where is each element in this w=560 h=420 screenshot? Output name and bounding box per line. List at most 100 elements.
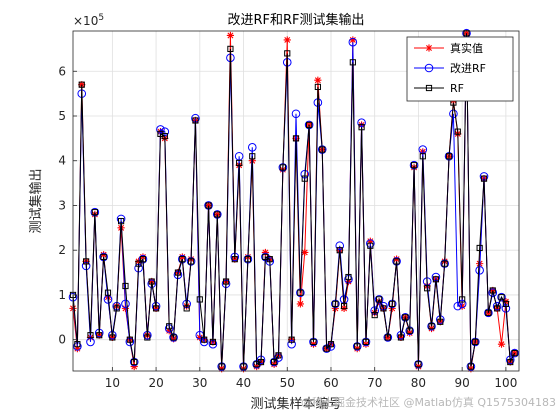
data-point-star bbox=[511, 349, 519, 357]
data-point-square bbox=[511, 350, 518, 357]
data-point-square bbox=[96, 332, 103, 339]
data-point-square bbox=[227, 45, 234, 52]
data-point-square bbox=[354, 343, 361, 350]
data-point-circle bbox=[475, 266, 484, 275]
y-tick-label: 2 bbox=[58, 243, 66, 257]
data-point-square bbox=[467, 363, 475, 370]
data-point-square bbox=[498, 294, 505, 301]
data-point-square bbox=[432, 276, 440, 283]
data-point-square bbox=[349, 59, 356, 66]
data-point-circle bbox=[357, 118, 366, 128]
data-point-square bbox=[332, 300, 339, 307]
data-point-square bbox=[78, 81, 85, 88]
chart-title: 改进RF和RF测试集输出 bbox=[227, 12, 364, 28]
data-point-square bbox=[91, 209, 98, 216]
data-point-square bbox=[139, 256, 147, 263]
y-tick-label: 3 bbox=[58, 198, 66, 212]
data-point-square bbox=[166, 323, 173, 330]
data-point-square bbox=[319, 146, 326, 153]
legend-label-square: RF bbox=[450, 82, 464, 95]
data-point-square bbox=[314, 83, 321, 91]
data-point-square bbox=[306, 121, 313, 129]
data-point-square bbox=[148, 278, 155, 285]
data-point-square bbox=[205, 202, 212, 209]
data-point-star bbox=[130, 362, 138, 371]
data-point-circle bbox=[287, 339, 296, 349]
x-tick-label: 90 bbox=[455, 376, 470, 390]
data-point-square bbox=[327, 341, 335, 348]
data-point-square bbox=[415, 361, 422, 368]
data-point-square bbox=[275, 352, 282, 359]
y-tick-label: 4 bbox=[58, 154, 66, 168]
data-point-square bbox=[362, 338, 370, 346]
data-point-star bbox=[366, 237, 374, 245]
data-point-square bbox=[87, 332, 94, 339]
data-point-circle bbox=[374, 295, 384, 304]
data-point-star bbox=[121, 304, 130, 312]
data-point-star bbox=[165, 327, 173, 335]
data-point-square bbox=[441, 260, 448, 267]
data-point-star bbox=[314, 76, 322, 84]
y-tick-label: 0 bbox=[58, 333, 66, 347]
data-point-square bbox=[244, 256, 252, 263]
data-point-star bbox=[458, 302, 466, 310]
data-point-square bbox=[454, 128, 461, 135]
data-point-square bbox=[419, 153, 426, 160]
data-point-square bbox=[397, 334, 405, 341]
data-point-square bbox=[336, 247, 343, 254]
data-point-square bbox=[406, 327, 413, 334]
data-point-square bbox=[257, 358, 265, 366]
watermark: @稀土掘金技术社区 @Matlab仿真 Q1575304183 bbox=[301, 395, 556, 409]
data-point-circle bbox=[510, 348, 519, 358]
data-point-star bbox=[196, 333, 204, 342]
x-tick-label: 70 bbox=[367, 376, 382, 390]
data-point-square bbox=[109, 334, 116, 341]
data-point-circle bbox=[291, 109, 301, 119]
data-point-circle bbox=[497, 292, 506, 302]
legend-item-star: 真实值 bbox=[414, 41, 483, 55]
data-point-star bbox=[388, 304, 396, 312]
data-point-square bbox=[218, 363, 225, 370]
legend-marker-circle bbox=[424, 63, 434, 73]
data-point-square bbox=[201, 336, 208, 343]
data-point-square bbox=[389, 300, 396, 307]
legend-marker-star bbox=[425, 44, 433, 52]
data-point-circle bbox=[492, 301, 502, 311]
data-point-square bbox=[402, 314, 409, 321]
data-point-square bbox=[113, 305, 120, 312]
data-point-circle bbox=[453, 301, 463, 311]
x-axis-title: 测试集样本编号 bbox=[250, 396, 341, 412]
data-point-square bbox=[131, 358, 138, 366]
data-point-square bbox=[428, 323, 435, 330]
data-point-square bbox=[424, 285, 431, 292]
data-point-square bbox=[187, 258, 195, 265]
data-point-square bbox=[485, 309, 492, 316]
data-point-star bbox=[283, 36, 291, 44]
data-point-square bbox=[494, 305, 501, 312]
x-tick-label: 10 bbox=[105, 376, 120, 390]
x-tick-label: 40 bbox=[236, 376, 251, 390]
data-point-square bbox=[358, 124, 365, 131]
legend-label-circle: 改进RF bbox=[450, 61, 486, 75]
data-point-square bbox=[375, 296, 383, 303]
data-point-circle bbox=[348, 37, 358, 47]
data-point-square bbox=[144, 334, 151, 341]
data-point-square bbox=[135, 260, 142, 267]
legend-item-square: RF bbox=[414, 82, 464, 95]
data-point-square bbox=[371, 311, 378, 319]
data-point-square bbox=[437, 318, 444, 325]
series-layer bbox=[68, 28, 519, 373]
data-point-circle bbox=[449, 109, 458, 119]
data-point-square bbox=[170, 334, 177, 341]
data-point-circle bbox=[335, 241, 345, 251]
data-point-square bbox=[196, 296, 203, 303]
data-point-square bbox=[249, 153, 256, 160]
data-point-square bbox=[231, 256, 238, 263]
data-point-circle bbox=[488, 288, 498, 298]
data-point-square bbox=[222, 278, 230, 285]
data-point-square bbox=[122, 282, 129, 290]
data-point-square bbox=[410, 162, 418, 169]
data-point-circle bbox=[121, 299, 130, 309]
data-point-square bbox=[345, 273, 352, 281]
